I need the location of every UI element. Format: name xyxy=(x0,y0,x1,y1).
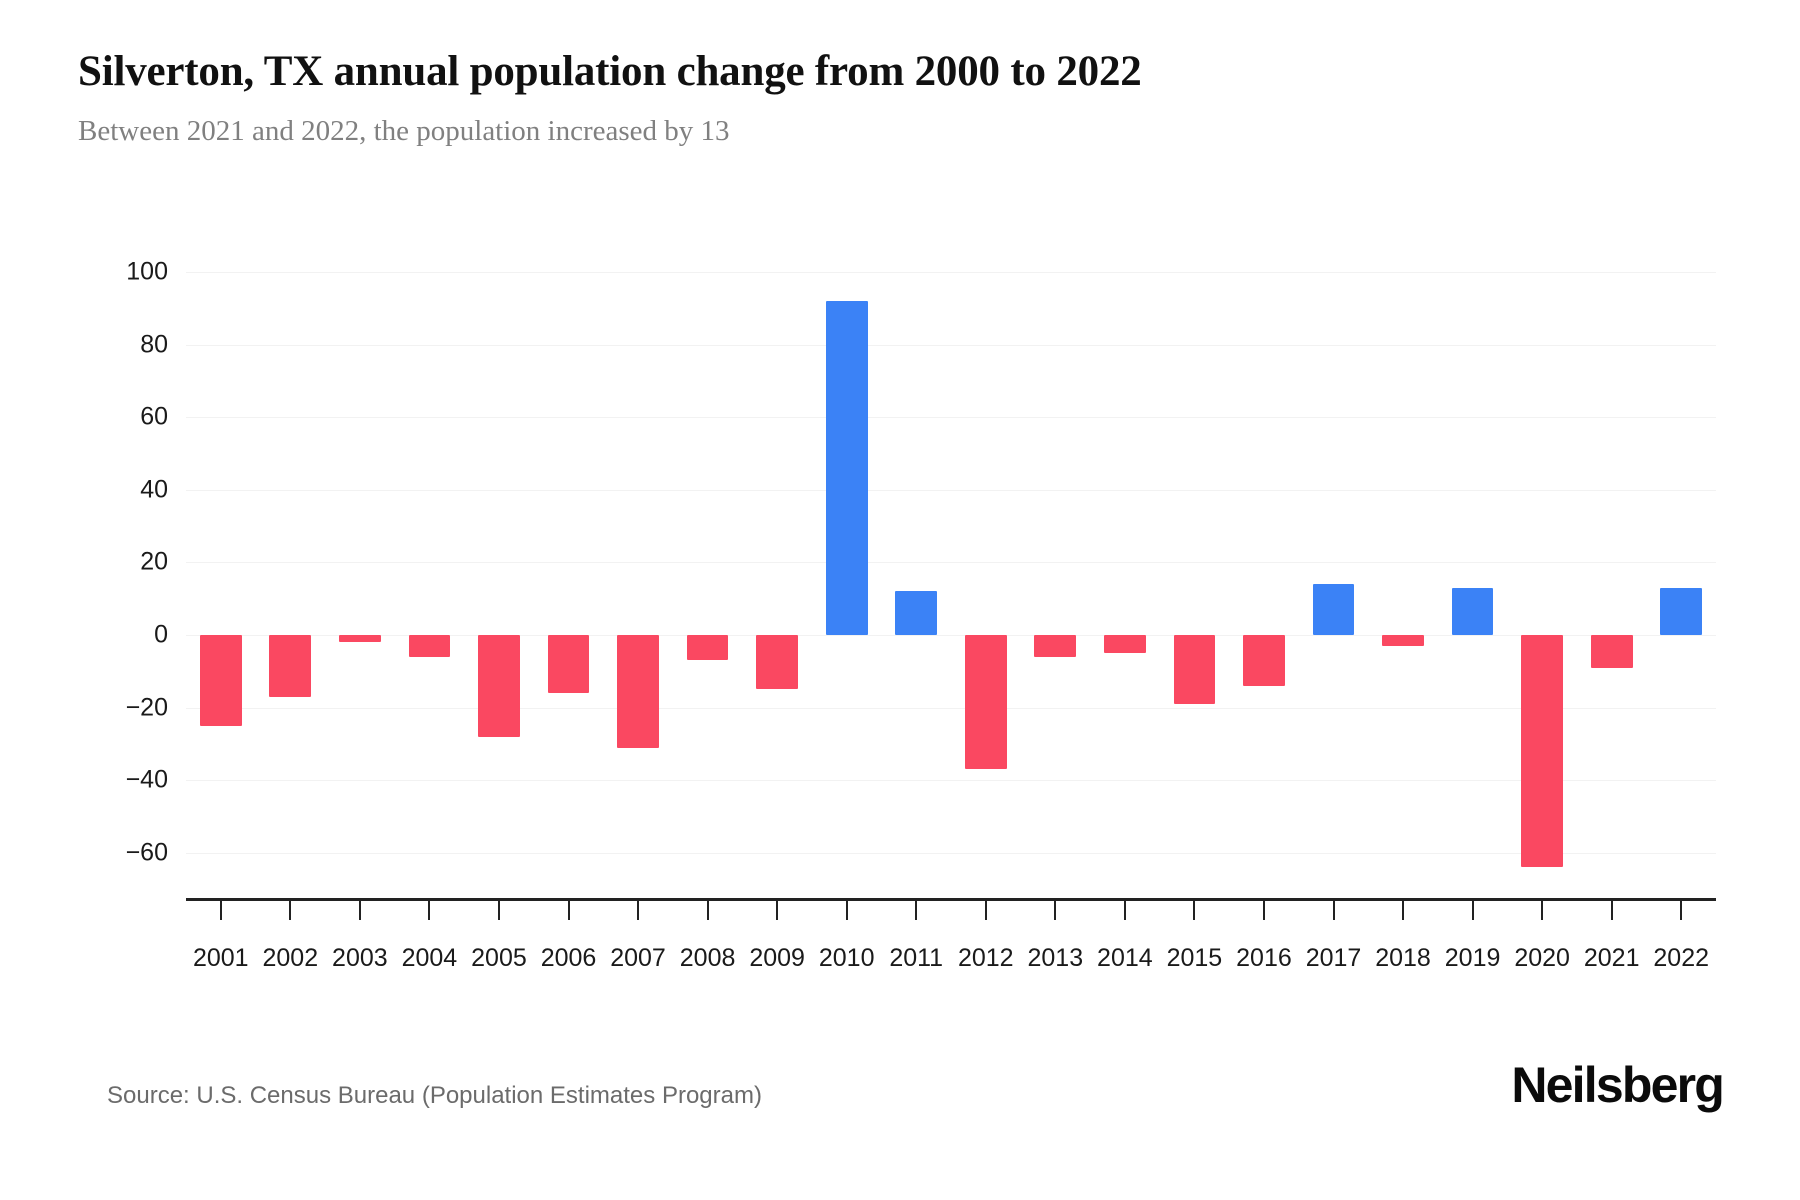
bar-2012[interactable] xyxy=(964,635,1007,770)
page-title: Silverton, TX annual population change f… xyxy=(78,48,1142,95)
bar-2003[interactable] xyxy=(339,635,381,643)
x-axis-tick-label-2015: 2015 xyxy=(1166,944,1223,972)
x-axis-tick-label-2007: 2007 xyxy=(610,944,666,972)
gridline xyxy=(186,272,1716,273)
x-axis-tick xyxy=(845,898,848,920)
x-axis-tick xyxy=(1680,898,1683,920)
x-axis-tick-label-2022: 2022 xyxy=(1653,944,1710,972)
x-axis-tick xyxy=(567,898,570,920)
bar-2020[interactable] xyxy=(1521,635,1563,868)
x-axis-tick xyxy=(289,898,292,920)
bar-2001[interactable] xyxy=(199,635,242,726)
bar-2005[interactable] xyxy=(478,635,520,737)
bar-2009[interactable] xyxy=(756,635,798,690)
x-axis-tick-label-2013: 2013 xyxy=(1027,944,1084,972)
x-axis-tick-label-2014: 2014 xyxy=(1097,944,1153,972)
bar-2004[interactable] xyxy=(408,635,451,657)
x-axis-tick-label-2018: 2018 xyxy=(1375,944,1431,972)
y-axis-tick-label: 100 xyxy=(126,257,168,286)
x-axis-tick-label-2017: 2017 xyxy=(1305,944,1362,972)
x-axis-tick-label-2009: 2009 xyxy=(749,944,805,972)
x-axis-tick xyxy=(497,898,500,920)
x-axis-tick-label-2012: 2012 xyxy=(957,944,1014,972)
bar-2017[interactable] xyxy=(1312,584,1355,635)
bar-2011[interactable] xyxy=(895,591,938,635)
y-axis-tick-label: −60 xyxy=(125,838,168,867)
x-axis-tick-label-2016: 2016 xyxy=(1236,944,1292,972)
x-axis-tick-label-2006: 2006 xyxy=(540,944,597,972)
bar-2022[interactable] xyxy=(1660,587,1703,635)
x-axis-tick xyxy=(1123,898,1126,920)
bar-2016[interactable] xyxy=(1243,635,1285,686)
x-axis-tick-label-2008: 2008 xyxy=(679,944,736,972)
x-axis-tick-label-2019: 2019 xyxy=(1444,944,1501,972)
y-axis-tick-label: −40 xyxy=(125,765,168,794)
x-axis-tick-label-2001: 2001 xyxy=(192,944,249,972)
x-axis-tick-label-2005: 2005 xyxy=(471,944,527,972)
x-axis-tick xyxy=(776,898,779,920)
bar-2018[interactable] xyxy=(1382,635,1424,646)
x-axis-tick-label-2010: 2010 xyxy=(818,944,875,972)
x-axis-tick xyxy=(1402,898,1405,920)
gridline xyxy=(186,635,1716,636)
x-axis-tick xyxy=(1332,898,1335,920)
x-axis-tick xyxy=(1054,898,1057,920)
bar-2021[interactable] xyxy=(1590,635,1633,668)
bar-2007[interactable] xyxy=(617,635,659,748)
x-axis-line xyxy=(186,898,1716,901)
bar-2014[interactable] xyxy=(1104,635,1146,654)
x-axis-tick xyxy=(706,898,709,920)
gridlines-group xyxy=(186,0,1716,1200)
x-axis-tick xyxy=(637,898,640,920)
brand-logo: Neilsberg xyxy=(1511,1057,1724,1113)
source-note: Source: U.S. Census Bureau (Population E… xyxy=(107,1082,762,1109)
gridline xyxy=(186,344,1716,346)
y-axis-tick-label: 40 xyxy=(140,475,168,504)
x-axis-tick xyxy=(1193,898,1196,920)
x-axis-tick xyxy=(428,898,431,920)
x-axis-tick-label-2021: 2021 xyxy=(1583,944,1640,972)
gridline xyxy=(186,707,1716,709)
y-axis-tick-label: 60 xyxy=(140,402,168,431)
x-axis-tick xyxy=(1610,898,1613,920)
y-axis-tick-label: −20 xyxy=(125,693,168,722)
x-axis-tick-label-2004: 2004 xyxy=(401,944,458,972)
x-axis-tick-label-2003: 2003 xyxy=(332,944,388,972)
bar-2019[interactable] xyxy=(1451,587,1494,635)
bar-2015[interactable] xyxy=(1173,635,1216,704)
chart-header: Silverton, TX annual population change f… xyxy=(78,46,1718,150)
gridline xyxy=(186,489,1716,491)
bar-2006[interactable] xyxy=(547,635,590,694)
gridline xyxy=(186,562,1716,564)
gridline xyxy=(186,417,1716,419)
bar-2008[interactable] xyxy=(686,635,729,661)
bar-2013[interactable] xyxy=(1034,635,1077,657)
x-axis-tick-label-2002: 2002 xyxy=(262,944,319,972)
chart-subtitle: Between 2021 and 2022, the population in… xyxy=(78,115,730,147)
x-axis-tick xyxy=(1471,898,1474,920)
y-axis-tick-label: 80 xyxy=(140,330,168,359)
x-axis-tick-label-2011: 2011 xyxy=(889,944,944,972)
bars-group xyxy=(186,0,1716,1200)
y-axis-tick-label: 20 xyxy=(140,547,168,576)
x-axis-tick xyxy=(358,898,361,920)
x-axis-tick xyxy=(915,898,918,920)
bar-2002[interactable] xyxy=(269,635,312,697)
y-axis-tick-label: 0 xyxy=(154,620,168,649)
x-axis-tick xyxy=(1262,898,1265,920)
x-axis-tick xyxy=(219,898,222,920)
x-axis-tick xyxy=(984,898,987,920)
x-axis-tick-label-2020: 2020 xyxy=(1514,944,1570,972)
x-axis-tick xyxy=(1541,898,1544,920)
gridline xyxy=(186,852,1716,854)
bar-2010[interactable] xyxy=(825,301,868,635)
gridline xyxy=(186,780,1716,782)
